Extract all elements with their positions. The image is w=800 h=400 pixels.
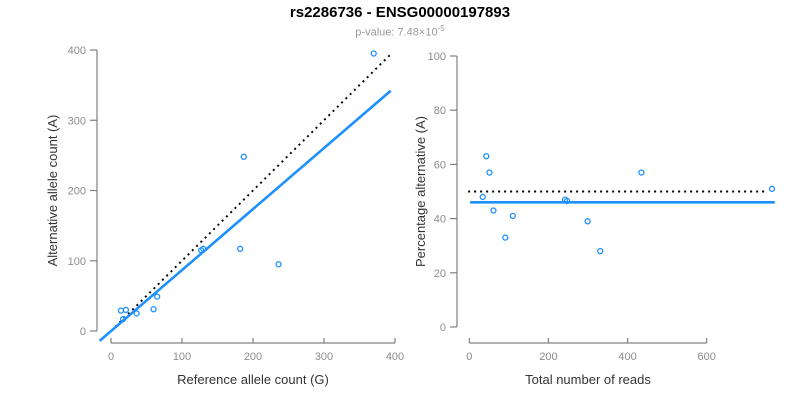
x-axis-title: Total number of reads [525,372,651,387]
chart-subtitle: p-value: 7.48×10-5 [0,24,800,39]
y-tick-label: 100 [68,256,86,268]
y-tick-label: 200 [68,186,86,198]
data-point [275,261,282,268]
x-tick-label: 400 [386,351,404,363]
data-point [638,169,645,176]
x-tick-label: 400 [618,351,636,363]
y-axis-title: Percentage alternative (A) [413,116,428,267]
data-point [117,307,125,314]
chart-title: rs2286736 - ENSG00000197893 [289,4,511,21]
data-point [122,306,130,314]
data-point [768,185,776,192]
data-point [490,207,497,214]
data-point [563,197,571,205]
y-axis-title: Alternative allele count (A) [45,115,60,267]
data-point [486,169,493,176]
x-tick-label: 0 [466,351,472,363]
x-tick-label: 200 [539,351,557,363]
x-tick-label: 0 [108,351,114,363]
y-tick-label: 60 [434,159,446,171]
data-point [370,50,377,57]
data-point [150,306,157,313]
data-point [509,212,516,220]
x-tick-label: 100 [173,351,191,363]
y-tick-label: 300 [68,115,86,127]
data-point [597,247,604,255]
y-tick-label: 0 [80,326,86,338]
data-point [584,218,591,225]
data-point [240,153,247,160]
data-point [153,293,161,300]
data-point [119,315,127,323]
y-tick-label: 100 [428,51,446,63]
identity-line [110,54,391,332]
data-point [483,153,490,160]
y-tick-label: 400 [68,45,86,57]
data-point [133,310,140,317]
pvalue-exponent: -5 [437,24,445,33]
data-point [200,245,207,252]
y-tick-label: 40 [434,214,446,226]
data-point [502,234,509,241]
data-point [479,193,486,201]
pvalue-text: p-value: 7.48×10 [355,26,438,39]
data-point [237,245,244,252]
x-tick-label: 200 [244,351,262,363]
y-tick-label: 20 [434,268,446,280]
x-tick-label: 300 [315,351,333,363]
y-tick-label: 80 [434,105,446,117]
fit-line [98,89,392,342]
y-tick-label: 0 [440,322,446,334]
x-tick-label: 600 [698,351,716,363]
x-axis-title: Reference allele count (G) [177,372,329,387]
